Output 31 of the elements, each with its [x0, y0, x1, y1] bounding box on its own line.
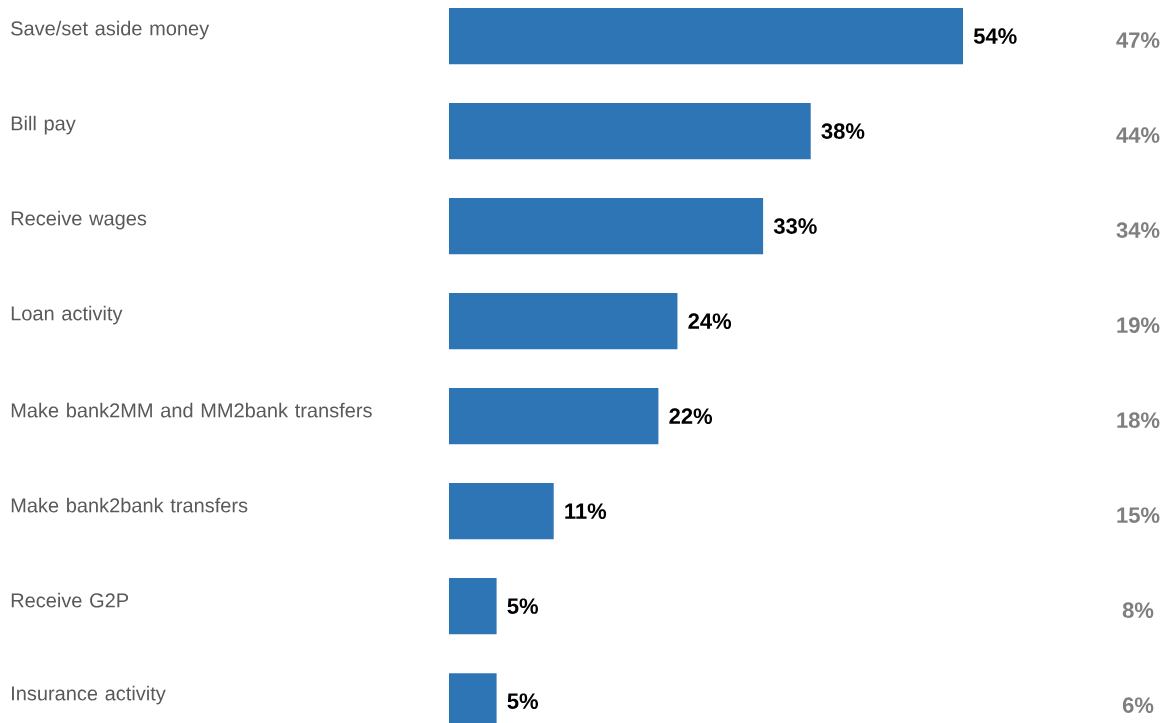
data-label: 11%	[565, 503, 607, 519]
data-label: 38%	[821, 123, 865, 139]
data-label: 5%	[507, 693, 539, 709]
text: 15%	[1117, 507, 1160, 523]
y-tick-label: Receive wages	[11, 210, 147, 230]
data-label: 24%	[688, 313, 732, 329]
y-tick-label: Bill pay	[11, 115, 76, 135]
data-label: 54%	[973, 28, 1017, 44]
bar	[449, 8, 963, 65]
y-tick-label: Loan activity	[11, 305, 123, 325]
y-tick-label: Make bank2bank transfers	[11, 497, 248, 513]
text: 8%	[1122, 602, 1154, 618]
text: 19%	[1117, 317, 1160, 333]
y-tick-label: Insurance activity	[12, 685, 166, 705]
bar	[449, 103, 811, 160]
bar	[449, 483, 554, 540]
y-tick-label: Make bank2MM and MM2bank transfers	[11, 402, 372, 418]
text: 44%	[1116, 127, 1160, 143]
text: 34%	[1116, 222, 1160, 238]
data-label: 22%	[669, 408, 713, 424]
y-tick-label: Save/set aside money	[11, 20, 210, 40]
bar	[449, 198, 764, 255]
text: 6%	[1122, 697, 1154, 713]
y-tick-label: Receive G2P	[11, 592, 129, 608]
bar	[449, 293, 678, 350]
data-label: 33%	[773, 218, 817, 234]
text: 47%	[1116, 32, 1160, 48]
bar	[449, 388, 659, 445]
bar	[449, 578, 497, 635]
text: 18%	[1117, 412, 1160, 428]
data-label: 5%	[507, 598, 539, 614]
